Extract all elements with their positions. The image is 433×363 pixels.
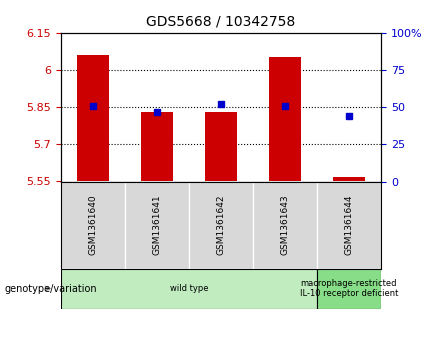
Text: macrophage-restricted
IL-10 receptor deficient: macrophage-restricted IL-10 receptor def… bbox=[300, 279, 398, 298]
Text: GSM1361644: GSM1361644 bbox=[345, 195, 353, 255]
Bar bbox=[205, 112, 237, 182]
Bar bbox=[61, 269, 317, 309]
Bar bbox=[317, 269, 381, 309]
Text: wild type: wild type bbox=[170, 284, 208, 293]
Bar bbox=[333, 176, 365, 182]
Text: GSM1361641: GSM1361641 bbox=[152, 195, 161, 256]
Text: GSM1361640: GSM1361640 bbox=[88, 195, 97, 256]
Bar bbox=[77, 55, 109, 182]
Text: GSM1361643: GSM1361643 bbox=[281, 195, 289, 256]
Bar bbox=[269, 57, 301, 182]
Text: GSM1361642: GSM1361642 bbox=[216, 195, 225, 255]
Text: genotype/variation: genotype/variation bbox=[4, 284, 97, 294]
Bar bbox=[141, 112, 173, 182]
Title: GDS5668 / 10342758: GDS5668 / 10342758 bbox=[146, 15, 295, 29]
